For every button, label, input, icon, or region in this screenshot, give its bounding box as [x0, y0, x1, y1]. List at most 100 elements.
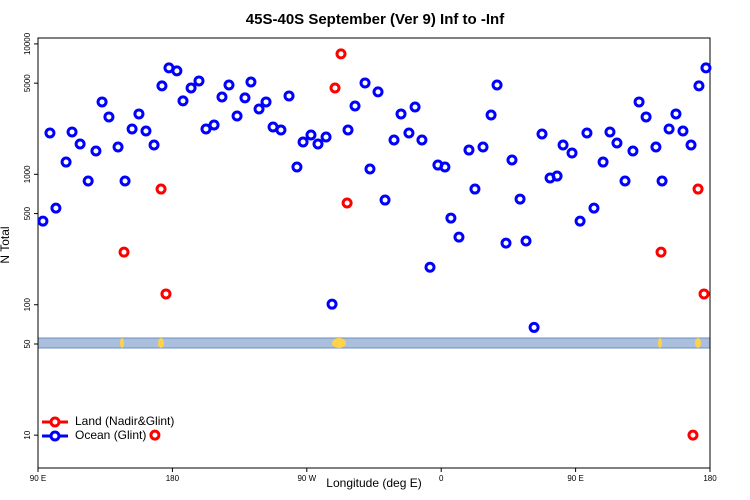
- point: [445, 212, 457, 224]
- y-tick-label: 10: [23, 430, 32, 439]
- x-tick-label: 90 E: [30, 474, 46, 483]
- point: [463, 144, 475, 156]
- point: [156, 80, 168, 92]
- point: [349, 100, 361, 112]
- point: [126, 123, 138, 135]
- point: [200, 123, 212, 135]
- point: [453, 231, 465, 243]
- point: [597, 156, 609, 168]
- point: [90, 145, 102, 157]
- point: [305, 129, 317, 141]
- point: [424, 261, 436, 273]
- point: [588, 202, 600, 214]
- point: [37, 215, 49, 227]
- chart-title: 45S-40S September (Ver 9) Inf to -Inf: [246, 11, 505, 28]
- land-mark: [158, 338, 164, 348]
- point: [341, 197, 353, 209]
- point: [149, 429, 161, 441]
- point: [291, 161, 303, 173]
- point: [379, 194, 391, 206]
- point: [677, 125, 689, 137]
- point: [60, 156, 72, 168]
- point: [364, 163, 376, 175]
- point: [133, 108, 145, 120]
- point: [74, 138, 86, 150]
- y-tick-label: 5000: [23, 74, 32, 92]
- point: [551, 170, 563, 182]
- point: [231, 110, 243, 122]
- point: [44, 127, 56, 139]
- point: [297, 136, 309, 148]
- point: [604, 126, 616, 138]
- point: [687, 429, 699, 441]
- point: [700, 62, 712, 74]
- point: [148, 139, 160, 151]
- point: [670, 108, 682, 120]
- y-axis-label: N Total: [0, 226, 12, 263]
- y-tick-label: 100: [23, 298, 32, 312]
- point: [566, 147, 578, 159]
- point: [491, 79, 503, 91]
- point: [528, 321, 540, 333]
- point: [520, 235, 532, 247]
- point: [506, 154, 518, 166]
- point: [96, 96, 108, 108]
- point: [656, 175, 668, 187]
- land-mark: [658, 338, 662, 348]
- point: [216, 91, 228, 103]
- point: [698, 288, 710, 300]
- legend-label: Ocean (Glint): [75, 428, 146, 442]
- point: [329, 82, 341, 94]
- point: [283, 90, 295, 102]
- legend-marker: [49, 430, 61, 442]
- point: [342, 124, 354, 136]
- point: [619, 175, 631, 187]
- point: [557, 139, 569, 151]
- point: [536, 128, 548, 140]
- point: [581, 127, 593, 139]
- y-tick-label: 50: [23, 339, 32, 348]
- land-mark: [695, 338, 701, 348]
- x-tick-label: 90 W: [297, 474, 316, 483]
- x-tick-label: 180: [166, 474, 180, 483]
- plot-frame: [37, 37, 711, 469]
- point: [239, 92, 251, 104]
- point: [112, 141, 124, 153]
- point: [223, 79, 235, 91]
- legend-marker: [49, 416, 61, 428]
- point: [160, 288, 172, 300]
- point: [335, 48, 347, 60]
- point: [177, 95, 189, 107]
- point: [185, 82, 197, 94]
- point: [693, 80, 705, 92]
- point: [633, 96, 645, 108]
- point: [409, 101, 421, 113]
- point: [275, 124, 287, 136]
- point: [193, 75, 205, 87]
- point: [208, 119, 220, 131]
- mask-band: [38, 338, 710, 348]
- point: [685, 139, 697, 151]
- land-mark: [120, 338, 124, 348]
- legend-label: Land (Nadir&Glint): [75, 414, 174, 428]
- point: [372, 86, 384, 98]
- point: [260, 96, 272, 108]
- point: [663, 123, 675, 135]
- point: [469, 183, 481, 195]
- point: [312, 138, 324, 150]
- point: [82, 175, 94, 187]
- point: [403, 127, 415, 139]
- land-mark: [332, 338, 346, 348]
- y-tick-label: 500: [23, 206, 32, 220]
- point: [155, 183, 167, 195]
- point: [655, 246, 667, 258]
- x-axis-label: Longitude (deg E): [326, 476, 421, 490]
- point: [50, 202, 62, 214]
- point: [66, 126, 78, 138]
- point: [103, 111, 115, 123]
- point: [140, 125, 152, 137]
- point: [485, 109, 497, 121]
- point: [416, 134, 428, 146]
